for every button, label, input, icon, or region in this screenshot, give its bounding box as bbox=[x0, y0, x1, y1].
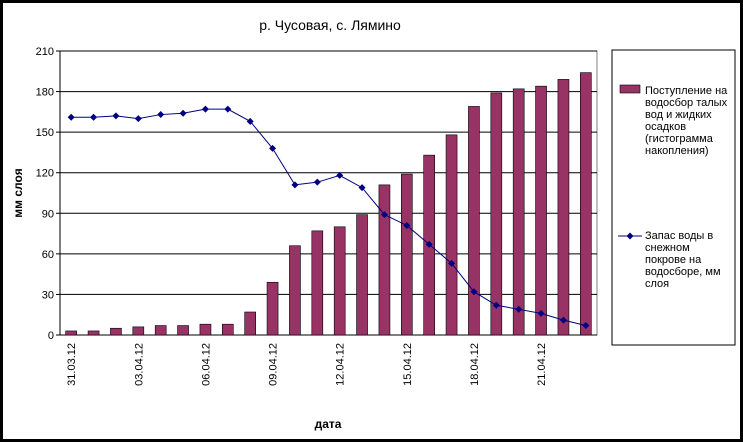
line-marker bbox=[179, 109, 187, 117]
y-tick-label: 150 bbox=[36, 127, 54, 139]
bar bbox=[244, 311, 256, 336]
x-tick-label: 15.04.12 bbox=[402, 343, 414, 386]
x-tick-label: 31.03.12 bbox=[66, 343, 78, 386]
line-marker bbox=[269, 144, 277, 152]
x-tick-label: 21.04.12 bbox=[536, 343, 548, 386]
x-tick-label: 09.04.12 bbox=[268, 343, 280, 386]
line-marker bbox=[90, 113, 98, 121]
y-tick-label: 210 bbox=[36, 46, 54, 58]
line-marker bbox=[425, 240, 433, 248]
line-marker bbox=[246, 117, 254, 125]
chart-title: р. Чусовая, с. Лямино bbox=[259, 17, 401, 33]
legend-box bbox=[611, 49, 736, 346]
y-tick-label: 60 bbox=[42, 249, 54, 261]
legend-swatch bbox=[619, 84, 641, 94]
bar bbox=[311, 230, 324, 336]
bar bbox=[535, 85, 547, 336]
line-marker bbox=[67, 113, 75, 121]
y-tick-label: 30 bbox=[42, 289, 54, 301]
line-marker bbox=[582, 322, 590, 330]
bar bbox=[401, 173, 413, 336]
bar bbox=[333, 226, 346, 336]
line-marker bbox=[313, 178, 321, 186]
y-tick-label: 120 bbox=[36, 168, 54, 180]
bar bbox=[468, 106, 480, 336]
line-marker bbox=[403, 221, 411, 229]
y-axis-label: мм слоя bbox=[11, 168, 25, 217]
bar bbox=[490, 92, 503, 336]
legend-label: Запас воды в снежном покрове на водосбор… bbox=[645, 230, 721, 290]
legend-marker bbox=[626, 232, 634, 240]
line-marker bbox=[336, 171, 344, 179]
plot-area bbox=[59, 50, 598, 336]
line-marker bbox=[291, 181, 299, 189]
x-tick-label: 03.04.12 bbox=[133, 343, 145, 386]
line-marker bbox=[470, 288, 478, 296]
bar bbox=[557, 79, 570, 336]
y-tick-label: 90 bbox=[42, 208, 54, 220]
y-tick-label: 0 bbox=[48, 330, 54, 342]
bar bbox=[199, 323, 212, 336]
line-marker bbox=[492, 301, 500, 309]
line-marker bbox=[134, 115, 142, 123]
bar bbox=[154, 325, 167, 336]
line-marker bbox=[515, 305, 523, 313]
bar bbox=[580, 72, 592, 336]
bar bbox=[177, 325, 189, 336]
line-marker bbox=[448, 259, 456, 267]
bar bbox=[110, 327, 122, 336]
legend-label: Поступление на водосбор талых вод и жидк… bbox=[645, 85, 728, 157]
line bbox=[71, 108, 586, 327]
line-marker bbox=[112, 112, 120, 120]
x-tick-label: 18.04.12 bbox=[469, 343, 481, 386]
x-tick-label: 06.04.12 bbox=[200, 343, 212, 386]
line-marker bbox=[224, 105, 232, 113]
line-marker bbox=[157, 111, 165, 119]
line-marker bbox=[537, 309, 545, 317]
x-tick-label: 12.04.12 bbox=[335, 343, 347, 386]
line-marker bbox=[201, 105, 209, 113]
line-marker bbox=[358, 184, 366, 192]
bar bbox=[378, 184, 391, 336]
bar bbox=[512, 88, 525, 336]
bar bbox=[65, 330, 77, 336]
bar bbox=[222, 323, 234, 336]
bar bbox=[132, 326, 145, 336]
x-axis-label: дата bbox=[315, 417, 342, 431]
bar bbox=[289, 245, 301, 336]
bar bbox=[266, 281, 279, 336]
bar bbox=[87, 330, 100, 336]
line-marker bbox=[380, 211, 388, 219]
bar bbox=[445, 134, 458, 336]
bar bbox=[356, 214, 368, 336]
y-tick-label: 180 bbox=[36, 87, 54, 99]
line-marker bbox=[559, 316, 567, 324]
